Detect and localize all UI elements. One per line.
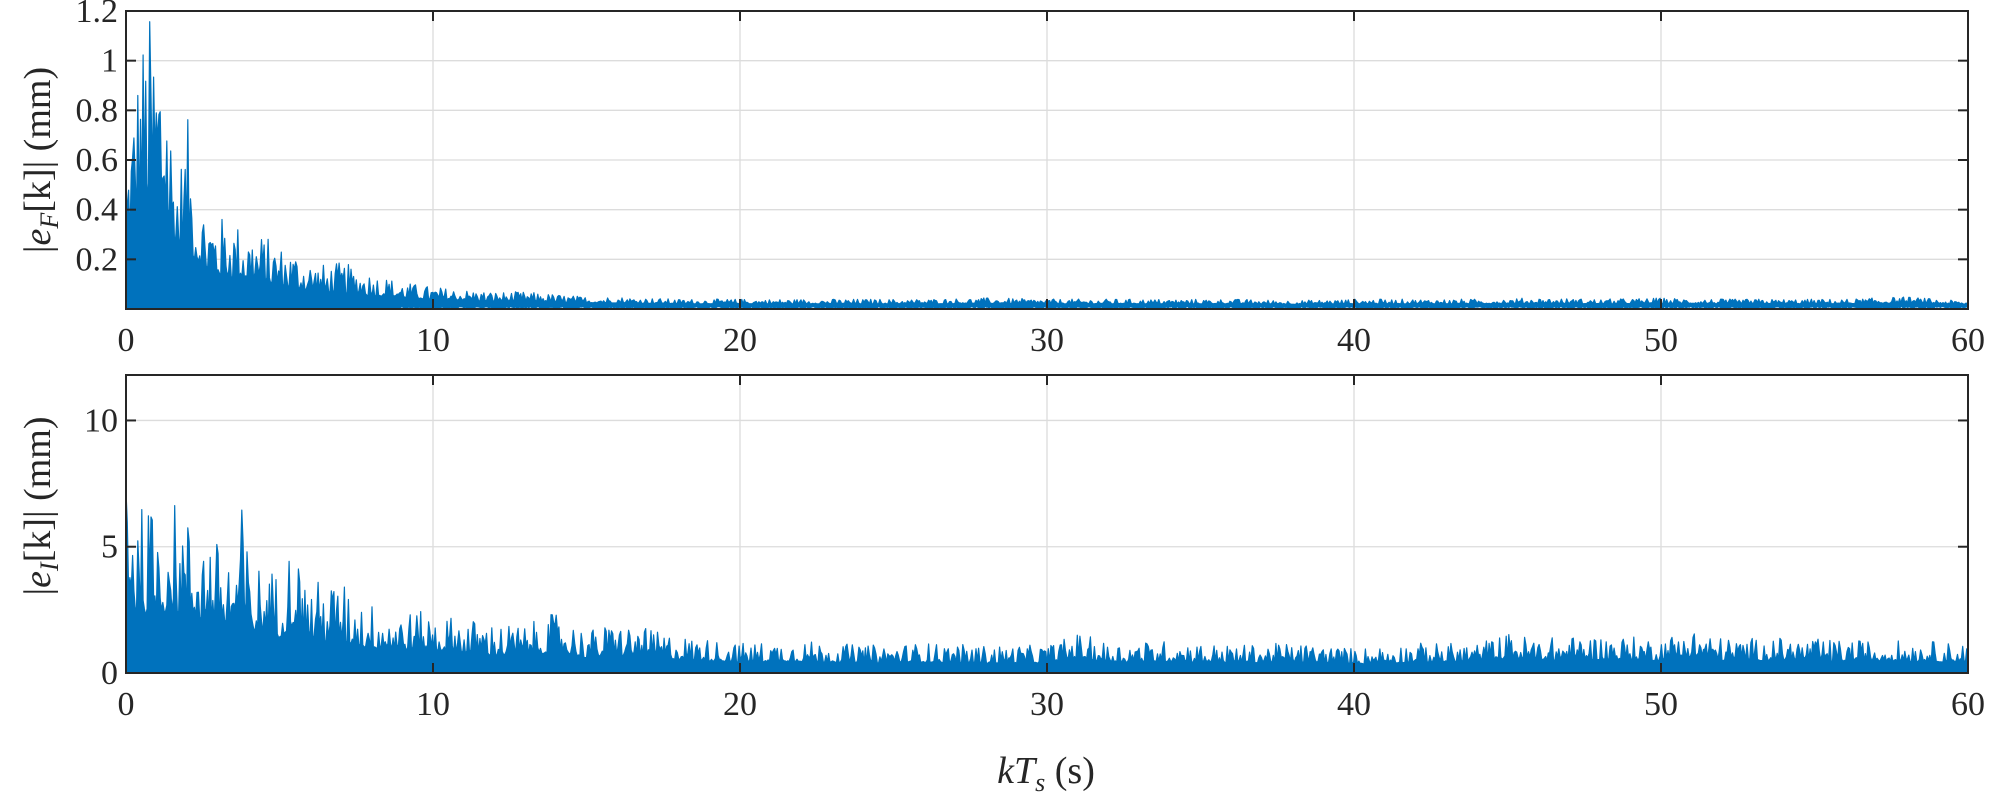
x-tick-label: 30 bbox=[1030, 322, 1064, 359]
bottom-x-axis-label: kTs (s) bbox=[997, 750, 1095, 795]
bottom-xlabel-symbol: kT bbox=[997, 750, 1038, 792]
x-tick-label: 20 bbox=[723, 686, 757, 723]
y-tick-label: 10 bbox=[84, 402, 118, 439]
bottom-xlabel-suffix: (s) bbox=[1045, 750, 1095, 792]
y-tick-label: 0.4 bbox=[76, 192, 119, 229]
top-ylabel-suffix: | (mm) bbox=[17, 67, 59, 169]
top-ylabel-prefix: | bbox=[17, 246, 59, 254]
x-tick-label: 50 bbox=[1644, 686, 1678, 723]
x-tick-label: 0 bbox=[118, 686, 135, 723]
x-tick-label: 20 bbox=[723, 322, 757, 359]
y-tick-label: 0.8 bbox=[76, 92, 119, 129]
y-tick-label: 0.2 bbox=[76, 241, 119, 278]
x-tick-label: 10 bbox=[416, 686, 450, 723]
y-tick-label: 5 bbox=[101, 529, 118, 566]
x-tick-label: 40 bbox=[1337, 686, 1371, 723]
top-ticks: 0 10 20 30 40 50 60 0.2 0.4 0.6 0.8 1 1.2 bbox=[76, 0, 1986, 359]
bottom-ylabel-argument: [k] bbox=[17, 518, 59, 562]
x-tick-label: 10 bbox=[416, 322, 450, 359]
bottom-y-axis-label: |eI[k]| (mm) bbox=[17, 417, 64, 596]
x-tick-label: 60 bbox=[1951, 686, 1985, 723]
top-y-axis-label: |eF[k]| (mm) bbox=[17, 67, 64, 253]
bottom-ylabel-subscript: I bbox=[35, 561, 64, 572]
top-ylabel-symbol: e bbox=[17, 229, 59, 246]
bottom-ylabel-suffix: | (mm) bbox=[17, 417, 59, 519]
bottom-ticks: 0 10 20 30 40 50 60 0 5 10 bbox=[84, 375, 1985, 723]
bottom-ylabel-prefix: | bbox=[17, 588, 59, 596]
x-tick-label: 50 bbox=[1644, 322, 1678, 359]
x-tick-label: 30 bbox=[1030, 686, 1064, 723]
x-tick-label: 40 bbox=[1337, 322, 1371, 359]
bottom-xlabel-subscript: s bbox=[1035, 768, 1045, 795]
top-ylabel-argument: [k] bbox=[17, 168, 59, 212]
top-grid bbox=[126, 11, 1968, 309]
bottom-grid bbox=[126, 375, 1968, 673]
top-panel: 0 10 20 30 40 50 60 0.2 0.4 0.6 0.8 1 1.2 |eF[k]| (m… bbox=[17, 0, 1985, 359]
y-tick-label: 1.2 bbox=[76, 0, 119, 30]
bottom-panel: 0 10 20 30 40 50 60 0 5 10 |eI[k]| (mm) kTs (s) bbox=[17, 374, 1985, 795]
top-ylabel-subscript: F bbox=[35, 212, 64, 230]
y-tick-label: 0 bbox=[101, 655, 118, 692]
y-tick-label: 1 bbox=[101, 43, 118, 80]
x-tick-label: 60 bbox=[1951, 322, 1985, 359]
y-tick-label: 0.6 bbox=[76, 142, 119, 179]
bottom-ylabel-symbol: e bbox=[17, 571, 59, 588]
x-tick-label: 0 bbox=[118, 322, 135, 359]
